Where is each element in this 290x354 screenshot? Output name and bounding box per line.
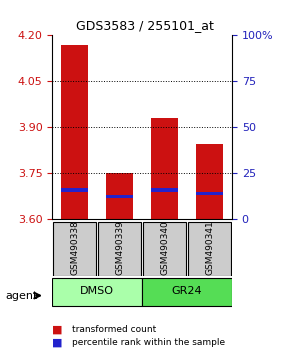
Text: ■: ■ [52,324,63,334]
Text: transformed count: transformed count [72,325,157,334]
FancyBboxPatch shape [52,278,142,306]
Bar [106,173,133,219]
FancyBboxPatch shape [142,278,232,306]
Text: GSM490338: GSM490338 [70,220,79,275]
Text: GSM490341: GSM490341 [205,221,214,275]
Bar [196,192,223,195]
Text: DMSO: DMSO [80,286,114,296]
Bar [196,144,223,219]
Bar [61,188,88,192]
Text: GSM490340: GSM490340 [160,221,169,275]
FancyBboxPatch shape [98,222,141,276]
FancyBboxPatch shape [143,222,186,276]
Text: ■: ■ [52,338,63,348]
Bar [151,118,178,219]
Text: percentile rank within the sample: percentile rank within the sample [72,338,226,347]
Bar [151,188,178,192]
Text: GDS3583 / 255101_at: GDS3583 / 255101_at [76,19,214,33]
FancyBboxPatch shape [188,222,231,276]
Text: GSM490339: GSM490339 [115,220,124,275]
Bar [61,45,88,219]
Text: agent: agent [6,291,38,301]
FancyBboxPatch shape [53,222,96,276]
Bar [106,195,133,198]
Text: GR24: GR24 [172,286,202,296]
